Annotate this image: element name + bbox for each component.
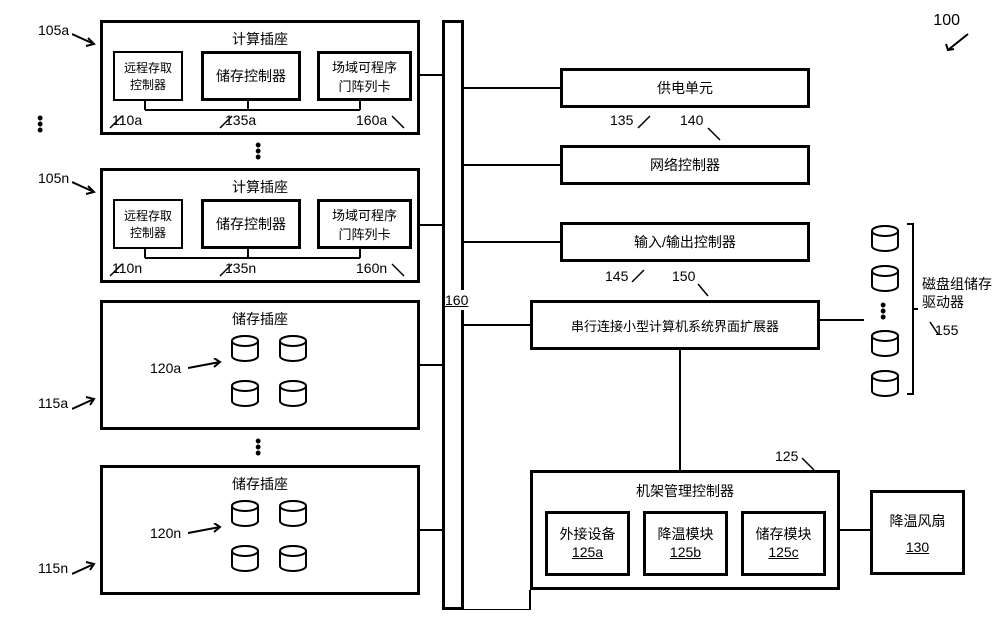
ref-120a: 120a (150, 360, 181, 376)
vdots-icon: ••• (255, 438, 261, 456)
vdots-icon: ••• (255, 142, 261, 160)
storage-slot-title: 储存插座 (232, 309, 288, 329)
ref-120n: 120n (150, 525, 181, 541)
bracket-icon (905, 222, 920, 402)
cooling-fan-box: 降温风扇 130 (870, 490, 965, 575)
ref-fan: 130 (873, 539, 962, 555)
storage-controller-a: 储存控制器 (201, 51, 301, 101)
arrow-icon (928, 320, 940, 336)
arrow-icon (72, 395, 100, 415)
ref-115a: 115a (38, 395, 68, 411)
remote-controller-n: 远程存取 控制器 (113, 199, 183, 249)
disk-group-label: 磁盘组储存 驱动器 (922, 275, 992, 311)
arrow-icon (390, 258, 410, 278)
disk-icon (230, 335, 260, 363)
disk-icon (230, 380, 260, 408)
ref-115n: 115n (38, 560, 68, 576)
vertical-bus (442, 20, 464, 610)
arrow-icon (218, 258, 238, 278)
compute-slot-title: 计算插座 (232, 177, 288, 197)
disk-icon (278, 380, 308, 408)
arrow-icon (390, 110, 410, 130)
disk-icon (278, 500, 308, 528)
arrow-icon (188, 523, 228, 543)
arrow-icon (72, 178, 100, 198)
ref-105n: 105n (38, 170, 69, 186)
storage-slot-a: 储存插座 (100, 300, 420, 430)
arrow-icon (72, 560, 100, 580)
disk-icon (278, 545, 308, 573)
remote-controller-a: 远程存取 控制器 (113, 51, 183, 101)
right-connectors (464, 20, 884, 610)
arrow-icon (108, 258, 128, 278)
storage-controller-n: 储存控制器 (201, 199, 301, 249)
figure-id-label: 100 (933, 12, 960, 30)
storage-slot-n: 储存插座 (100, 465, 420, 595)
fpga-card-a: 场域可程序 门阵列卡 (317, 51, 412, 101)
disk-icon (278, 335, 308, 363)
disk-icon (230, 500, 260, 528)
compute-slot-title: 计算插座 (232, 29, 288, 49)
ref-160a: 160a (356, 112, 387, 128)
vdots-icon: ••• (37, 115, 43, 133)
arrow-icon (108, 110, 128, 130)
figure-id-arrow (940, 32, 970, 52)
arrow-icon (72, 30, 100, 50)
arrow-icon (188, 358, 228, 378)
disk-icon (230, 545, 260, 573)
fan-label: 降温风扇 (873, 511, 962, 531)
fpga-card-n: 场域可程序 门阵列卡 (317, 199, 412, 249)
ref-160n: 160n (356, 260, 387, 276)
storage-slot-title: 储存插座 (232, 474, 288, 494)
arrow-icon (218, 110, 238, 130)
ref-105a: 105a (38, 22, 69, 38)
bus-left-connectors (420, 20, 442, 610)
